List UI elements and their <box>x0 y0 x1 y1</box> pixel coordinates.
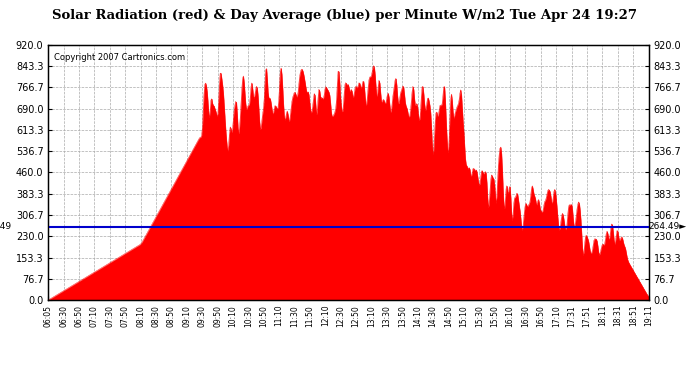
Text: Solar Radiation (red) & Day Average (blue) per Minute W/m2 Tue Apr 24 19:27: Solar Radiation (red) & Day Average (blu… <box>52 9 638 22</box>
Text: 264.49►: 264.49► <box>649 222 687 231</box>
Text: Copyright 2007 Cartronics.com: Copyright 2007 Cartronics.com <box>55 53 186 62</box>
Text: ◄264.49: ◄264.49 <box>0 222 12 231</box>
